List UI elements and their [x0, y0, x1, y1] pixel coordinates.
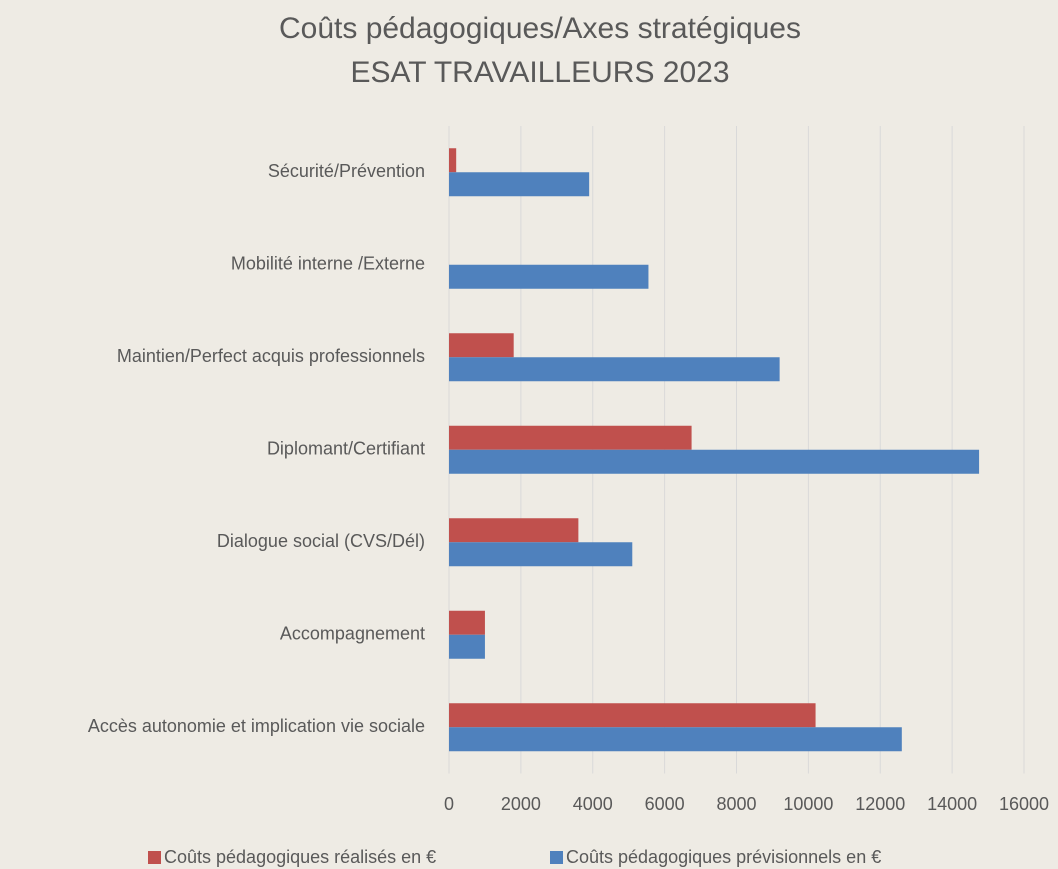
y-tick-label: Dialogue social (CVS/Dél) [217, 531, 425, 551]
bar [449, 727, 902, 752]
x-tick-label: 4000 [573, 794, 613, 814]
x-tick-label: 8000 [716, 794, 756, 814]
legend-label: Coûts pédagogiques prévisionnels en € [566, 847, 881, 867]
x-tick-label: 6000 [645, 794, 685, 814]
x-tick-label: 16000 [999, 794, 1049, 814]
bar [449, 634, 485, 659]
bar [449, 518, 579, 543]
bar [449, 425, 692, 450]
legend-swatch [550, 851, 563, 864]
y-tick-label: Diplomant/Certifiant [267, 439, 425, 459]
bar [449, 449, 980, 474]
bar [449, 172, 590, 197]
bar [449, 357, 780, 382]
y-tick-label: Mobilité interne /Externe [231, 254, 425, 274]
legend-label: Coûts pédagogiques réalisés en € [164, 847, 436, 867]
y-tick-label: Accès autonomie et implication vie socia… [88, 716, 425, 736]
y-tick-label: Sécurité/Prévention [268, 161, 425, 181]
bar [449, 610, 485, 635]
x-tick-label: 10000 [783, 794, 833, 814]
legend-swatch [148, 851, 161, 864]
x-tick-label: 0 [444, 794, 454, 814]
bar [449, 148, 457, 173]
y-tick-label: Accompagnement [280, 624, 425, 644]
chart-title: ESAT TRAVAILLEURS 2023 [350, 56, 729, 89]
chart-title: Coûts pédagogiques/Axes stratégiques [279, 12, 801, 45]
x-tick-label: 2000 [501, 794, 541, 814]
bar [449, 264, 649, 289]
bar [449, 542, 633, 567]
x-tick-label: 14000 [927, 794, 977, 814]
x-tick-label: 12000 [855, 794, 905, 814]
y-tick-label: Maintien/Perfect acquis professionnels [117, 346, 425, 366]
bar [449, 333, 514, 358]
bar [449, 703, 816, 728]
